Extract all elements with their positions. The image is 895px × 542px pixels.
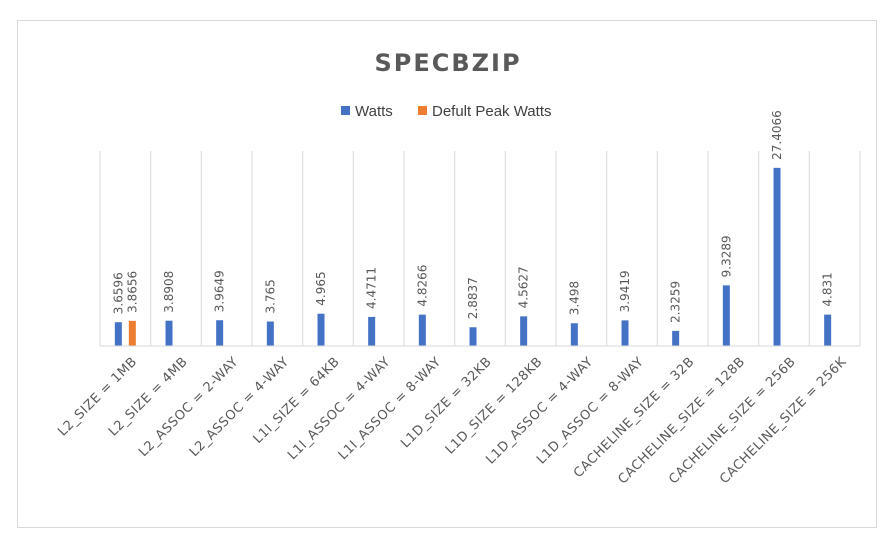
tick-label-8: L1D_SIZE = 32KB xyxy=(398,354,495,451)
data-label-watts-14: 27.4066 xyxy=(770,110,784,160)
bar-watts-4 xyxy=(266,321,274,346)
data-label-watts-7: 4.8266 xyxy=(415,265,429,307)
bar-watts-14 xyxy=(773,167,781,346)
legend-swatch xyxy=(418,106,427,115)
data-label-watts-13: 9.3289 xyxy=(719,235,733,277)
data-label-watts-3: 3.9649 xyxy=(213,270,227,312)
chart-frame: SPECBZIP Watts Defult Peak Watts 3.6596 3.… xyxy=(17,20,877,528)
tick-label-7: L1I_ASSOC = 8-WAY xyxy=(336,354,445,463)
tick-label-6: L1I_ASSOC = 4-WAY xyxy=(285,354,394,463)
data-label-peak-1: 3.8656 xyxy=(125,271,139,313)
chart-svg: SPECBZIP Watts Defult Peak Watts 3.6596 3.… xyxy=(55,49,861,487)
legend: Watts Defult Peak Watts xyxy=(341,103,552,120)
legend-label: Watts xyxy=(355,103,393,120)
bar-watts-3 xyxy=(216,320,224,346)
gridlines xyxy=(99,151,861,346)
data-label-watts-8: 2.8837 xyxy=(466,277,480,319)
bar-watts-9 xyxy=(520,316,528,346)
data-label-watts-4: 3.765 xyxy=(263,279,277,313)
bar-watts-15 xyxy=(824,314,832,346)
tick-label-4: L2_ASSOC = 4-WAY xyxy=(187,354,293,460)
bar-watts-1 xyxy=(114,322,122,346)
data-label-watts-12: 2.3259 xyxy=(669,281,683,323)
bar-watts-13 xyxy=(722,285,730,346)
bar-watts-6 xyxy=(368,316,376,346)
chart-title: SPECBZIP xyxy=(374,49,521,77)
data-label-watts-11: 3.9419 xyxy=(618,270,632,312)
tick-label-5: L1I_SIZE = 64KB xyxy=(251,354,343,446)
data-label-watts-1: 3.6596 xyxy=(111,272,125,314)
bar-watts-5 xyxy=(317,313,325,346)
legend-item-1: Watts xyxy=(341,103,393,120)
data-label-watts-15: 4.831 xyxy=(821,272,835,306)
legend-item-2: Defult Peak Watts xyxy=(418,103,552,120)
tick-label-9: L1D_SIZE = 128KB xyxy=(443,354,546,457)
bar-watts-7 xyxy=(418,314,426,346)
bar-watts-11 xyxy=(621,320,629,346)
data-label-watts-5: 4.965 xyxy=(314,271,328,305)
bar-watts-2 xyxy=(165,320,173,346)
legend-label: Defult Peak Watts xyxy=(432,103,552,120)
data-label-watts-2: 3.8908 xyxy=(162,271,176,313)
data-label-watts-10: 3.498 xyxy=(567,281,581,315)
legend-swatch xyxy=(341,106,350,115)
bar-watts-8 xyxy=(469,327,477,346)
bar-watts-12 xyxy=(672,330,680,346)
bars xyxy=(114,167,832,346)
data-label-watts-6: 4.4711 xyxy=(365,267,379,309)
data-labels: 3.6596 3.8908 3.9649 3.765 4.965 4.4711 4.8266… xyxy=(111,110,834,323)
data-label-watts-9: 4.5627 xyxy=(517,266,531,308)
bar-peak-1 xyxy=(128,320,136,346)
bar-watts-10 xyxy=(570,323,578,346)
tick-label-3: L2_ASSOC = 2-WAY xyxy=(136,354,242,460)
